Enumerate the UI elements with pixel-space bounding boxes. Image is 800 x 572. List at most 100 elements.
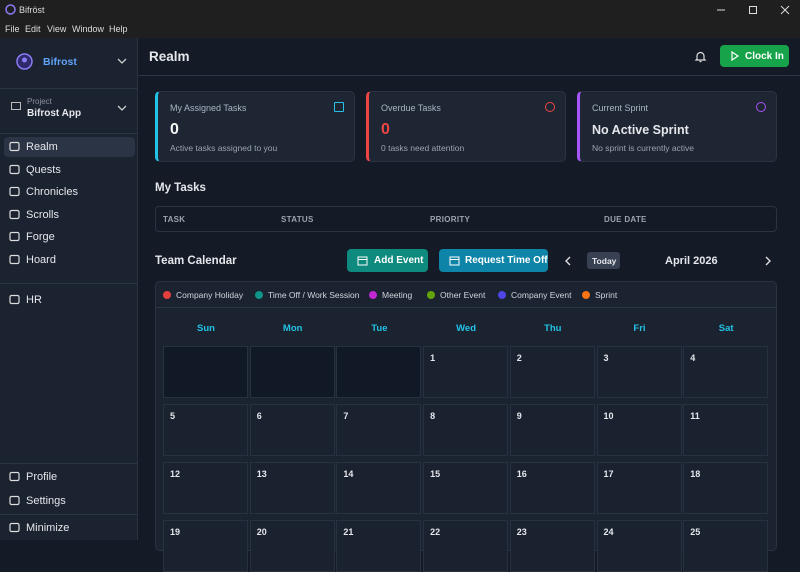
calendar-day[interactable]: 17 [596, 462, 682, 514]
clock-in-button[interactable]: Clock In [720, 45, 789, 67]
nav-item[interactable]: Chronicles [4, 182, 135, 202]
calendar-day[interactable]: 14 [336, 462, 422, 514]
nav-item[interactable]: Scrolls [4, 205, 135, 225]
nav-label[interactable]: Realm [26, 141, 58, 153]
day-number: 3 [603, 353, 609, 363]
menu-item[interactable]: View [47, 24, 67, 34]
add-event-label[interactable]: Add Event [374, 255, 424, 266]
nav-label[interactable]: Scrolls [26, 208, 60, 221]
calendar-day[interactable]: 3 [596, 346, 682, 398]
day-number: 21 [343, 527, 354, 537]
nav-item[interactable]: Realm [4, 137, 135, 157]
divider [138, 75, 800, 76]
card-value: 0 [381, 121, 390, 138]
nav-item[interactable]: Profile [4, 467, 135, 487]
menu-item[interactable]: Window [72, 24, 105, 34]
calendar-day[interactable]: 5 [163, 404, 248, 456]
calendar-day[interactable]: 4 [683, 346, 769, 398]
calendar-day[interactable]: 23 [509, 520, 595, 572]
minimize-button[interactable]: Minimize [4, 518, 135, 538]
calendar-day[interactable]: 8 [423, 404, 509, 456]
nav-icon [9, 209, 20, 219]
calendar-day[interactable]: 25 [683, 520, 769, 572]
day-number: 1 [430, 353, 436, 363]
calendar-day[interactable]: 10 [596, 404, 682, 456]
nav-label[interactable]: Forge [26, 231, 55, 244]
project-name[interactable]: Bifrost App [27, 108, 82, 119]
card-subtitle: 0 tasks need attention [381, 143, 465, 153]
nav-item[interactable]: HR [4, 290, 135, 310]
calendar-day[interactable]: 20 [249, 520, 335, 572]
brand-logo [16, 53, 33, 70]
request-time-off-label[interactable]: Request Time Off [465, 255, 548, 266]
calendar-day[interactable]: 2 [509, 346, 595, 398]
nav-label[interactable]: HR [26, 294, 42, 306]
nav-label[interactable]: Quests [26, 163, 61, 176]
nav-icon [9, 141, 20, 152]
minimize-label[interactable]: Minimize [26, 522, 70, 534]
day-number: 10 [603, 411, 614, 421]
calendar-day[interactable]: 11 [683, 404, 769, 456]
day-number: 6 [256, 411, 262, 421]
nav-label[interactable]: Profile [26, 471, 58, 483]
sidebar: Bifrost Project Bifrost App Realm Quests C… [0, 38, 138, 540]
nav-item[interactable]: Forge [4, 227, 135, 247]
brand-name[interactable]: Bifrost [43, 56, 77, 68]
nav-label[interactable]: Hoard [26, 254, 56, 266]
day-number: 11 [690, 411, 700, 421]
calendar-day[interactable]: 6 [249, 404, 335, 456]
nav-label[interactable]: Settings [26, 495, 66, 507]
next-month[interactable] [763, 255, 773, 267]
calendar-day[interactable]: 12 [163, 462, 248, 514]
chevron[interactable] [117, 57, 127, 65]
tasks-table: TASK STATUS PRIORITY DUE DATE [155, 206, 777, 232]
calendar-day[interactable]: 1 [423, 346, 509, 398]
nav-item[interactable]: Settings [4, 491, 135, 511]
request-time-off-button[interactable]: Request Time Off [439, 249, 548, 272]
divider [0, 133, 138, 134]
nav-item[interactable]: Hoard [4, 250, 135, 270]
nav-icon [9, 522, 20, 533]
legend-dot [427, 291, 435, 299]
chevron[interactable] [117, 104, 127, 112]
nav-icon [9, 232, 20, 242]
calendar-day[interactable]: 15 [423, 462, 509, 514]
column-header: TASK [163, 215, 186, 224]
nav-item[interactable]: Quests [4, 160, 135, 180]
add-event-button[interactable]: Add Event [347, 249, 428, 272]
calendar-day[interactable]: 18 [683, 462, 769, 514]
calendar-day [163, 346, 248, 398]
day-number: 5 [170, 411, 176, 421]
card-title: My Assigned Tasks [170, 103, 247, 113]
legend-dot [369, 291, 377, 299]
app-icon [5, 4, 16, 15]
title-bar: Bifröst [0, 0, 800, 20]
calendar-day[interactable]: 19 [163, 520, 248, 572]
day-number: 14 [343, 469, 354, 479]
calendar-day[interactable]: 9 [509, 404, 595, 456]
weekday-header: Wed [456, 323, 477, 334]
legend-label: Sprint [595, 290, 618, 300]
prev-month[interactable] [563, 255, 573, 267]
legend-dot [163, 291, 171, 299]
weekday-header: Sat [718, 323, 734, 334]
menu-item[interactable]: Help [109, 24, 128, 34]
calendar-day[interactable]: 21 [336, 520, 422, 572]
menu-item[interactable]: File [5, 24, 20, 34]
today-button[interactable]: Today [587, 252, 620, 269]
nav-label[interactable]: Chronicles [26, 186, 78, 199]
calendar-day[interactable]: 24 [596, 520, 682, 572]
clock-in-label[interactable]: Clock In [745, 51, 784, 62]
window-controls[interactable] [706, 0, 800, 20]
legend-dot [498, 291, 506, 299]
calendar-day[interactable]: 22 [423, 520, 509, 572]
legend-label: Other Event [440, 290, 486, 300]
calendar-day[interactable]: 13 [249, 462, 335, 514]
today-label[interactable]: Today [592, 256, 617, 266]
legend-dot [255, 291, 263, 299]
notification-bell[interactable] [694, 50, 707, 63]
day-number: 12 [170, 469, 181, 479]
menu-item[interactable]: Edit [25, 24, 41, 34]
calendar-day[interactable]: 16 [509, 462, 595, 514]
calendar-day[interactable]: 7 [336, 404, 422, 456]
